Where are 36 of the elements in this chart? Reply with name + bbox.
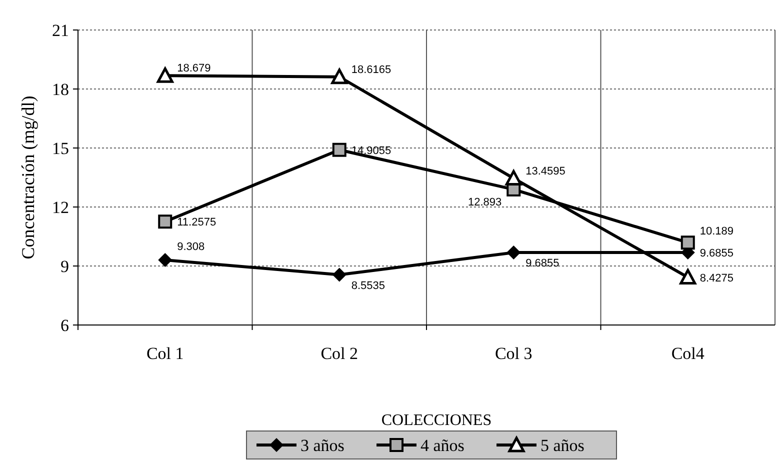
point (156, 67, 174, 83)
legend-label: 5 años (540, 436, 584, 455)
y-tick-label: 15 (52, 138, 69, 158)
point (158, 252, 172, 267)
point (332, 142, 346, 157)
point (331, 68, 348, 84)
point (680, 236, 695, 250)
point (158, 214, 172, 229)
legend-label: 3 años (300, 436, 344, 455)
x-tick-label: Col 3 (494, 344, 532, 363)
x-tick-label: Col 2 (320, 344, 358, 363)
legend-label: 4 años (420, 436, 464, 455)
point (680, 269, 696, 285)
point (332, 268, 346, 282)
y-tick-label: 9 (60, 256, 69, 276)
y-tick-label: 18 (52, 80, 69, 99)
point (506, 246, 521, 260)
y-axis-title: Concentración (mg/dl) (18, 96, 38, 260)
data-label: 12.893 (468, 196, 502, 208)
point (505, 170, 522, 186)
x-tick-label: Col4 (671, 344, 705, 363)
data-label: 18.6165 (351, 64, 392, 76)
y-tick-label: 21 (52, 20, 69, 40)
y-tick-label: 6 (60, 316, 69, 335)
data-label: 9.6855 (526, 258, 560, 270)
data-label: 8.5535 (351, 280, 386, 292)
data-label: 18.679 (177, 62, 211, 75)
data-label: 8.4275 (700, 272, 734, 284)
data-label: 9.308 (177, 240, 205, 253)
data-label: 11.2575 (177, 216, 216, 229)
x-axis-title: COLECCIONES (381, 412, 492, 429)
data-label: 13.4595 (526, 165, 566, 178)
data-label: 10.189 (700, 226, 734, 238)
y-tick-label: 12 (52, 198, 69, 217)
data-label: 9.6855 (700, 248, 734, 260)
x-tick-label: Col 1 (146, 344, 184, 363)
